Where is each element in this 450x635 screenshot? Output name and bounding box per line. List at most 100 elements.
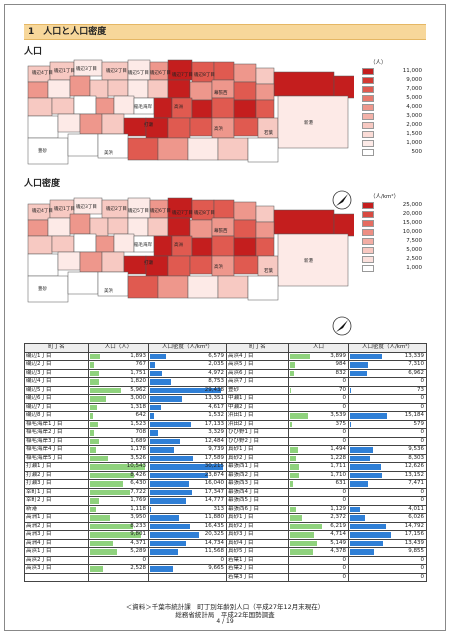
density-value: 30,215	[148, 462, 227, 472]
density-value: 0	[348, 564, 427, 574]
town-name: 高浜6丁目	[226, 368, 289, 378]
population-bar	[290, 549, 313, 555]
map-district	[127, 275, 159, 299]
population-value: 1,178	[88, 445, 149, 455]
value-text: 3,950	[130, 514, 146, 520]
town-name: 幕張西3丁目	[226, 479, 289, 489]
table-row: 幸町2丁目 1,769 14,777 幕張西5丁目 0 0	[24, 496, 427, 506]
density-value: 4,617	[148, 402, 227, 412]
population-bar	[290, 447, 298, 453]
value-text: 15,184	[404, 412, 424, 418]
value-text: 13,439	[404, 539, 424, 546]
density-bar	[150, 387, 222, 393]
map-district	[101, 113, 125, 135]
population-value: 1,710	[288, 470, 349, 480]
map-district	[79, 251, 103, 273]
density-value: 4,972	[148, 368, 227, 378]
map-district	[57, 251, 81, 271]
map-label: 磯辺2丁目	[106, 67, 127, 74]
map-label: 磯辺4丁目	[32, 69, 53, 76]
map-district	[233, 255, 259, 275]
density-value: 11,568	[148, 547, 227, 557]
map-district	[69, 75, 91, 97]
legend-label: 11,000	[402, 68, 422, 74]
map-district	[191, 199, 215, 221]
map-district	[67, 133, 99, 157]
value-text: 0	[420, 488, 425, 495]
density-value: 11,880	[148, 513, 227, 523]
population-bar	[90, 489, 130, 495]
population-value: 1,523	[88, 419, 149, 429]
legend-entry: 5,000	[362, 247, 422, 254]
value-text: 0	[420, 437, 425, 444]
density-value: 16,040	[148, 479, 227, 489]
value-text: 4,714	[330, 531, 346, 537]
population-bar	[290, 506, 296, 512]
map-district	[157, 275, 189, 299]
legend-entry: 1,000	[362, 265, 422, 272]
town-name: 磯辺3丁目	[24, 368, 89, 378]
map-label: 磯辺8丁目	[194, 71, 215, 78]
town-name: 高洲3丁目	[24, 530, 89, 540]
map-district	[51, 235, 75, 253]
map-district	[27, 253, 59, 277]
population-value: 3,539	[288, 411, 349, 421]
population-bar	[90, 515, 111, 521]
legend-label: 2,500	[406, 256, 422, 262]
map-district	[233, 81, 257, 101]
value-text: 6,430	[130, 480, 146, 486]
density-value: 9,536	[348, 445, 427, 455]
map-district	[255, 205, 275, 223]
town-name: 若葉2丁目	[226, 564, 289, 574]
population-value: 4,378	[288, 547, 349, 557]
population-bar	[90, 532, 141, 538]
value-text: 0	[342, 437, 347, 444]
density-value: 12,484	[148, 436, 227, 446]
population-value: 1,769	[88, 496, 149, 506]
map-district	[153, 235, 173, 257]
value-text: 8,753	[208, 378, 224, 384]
value-text: 0	[420, 429, 425, 435]
density-value: 0	[348, 394, 427, 404]
density-bar	[350, 549, 374, 555]
value-text: 708	[135, 429, 147, 435]
density-bar	[350, 540, 383, 546]
legend-swatch	[362, 229, 374, 236]
density-value: 6,026	[348, 513, 427, 523]
legend-unit: （人）	[370, 60, 387, 66]
value-text: 9,801	[130, 531, 146, 537]
population-bar	[90, 421, 98, 427]
map-district	[255, 221, 275, 239]
population-value: 3,000	[88, 394, 149, 404]
density-value: 7,471	[348, 479, 427, 489]
legend-entry: 500	[362, 149, 422, 156]
legend-label: 1,000	[406, 265, 422, 271]
density-bar	[150, 353, 166, 359]
town-name: 稲毛海岸3丁目	[24, 436, 89, 446]
header-town: 町丁名	[226, 343, 289, 353]
population-value: 1,118	[88, 504, 149, 514]
table-row: 磯辺2丁目 767 2,035 高浜5丁目 984 7,310	[24, 360, 427, 370]
map-district	[233, 219, 257, 239]
density-value: 0	[348, 436, 427, 446]
legend-swatch	[362, 113, 374, 120]
legend-label: 1,500	[406, 131, 422, 137]
map-district	[97, 271, 129, 297]
value-text: 0	[342, 556, 347, 563]
map-label: 磯辺5丁目	[128, 207, 149, 214]
value-text: 1,751	[130, 369, 146, 376]
town-name: 幕張西1丁目	[226, 462, 289, 472]
map-density-title: 人口密度	[24, 179, 61, 189]
map-label: 磯辺7丁目	[172, 209, 193, 216]
density-bar	[150, 430, 159, 436]
page-frame	[4, 4, 446, 631]
map-district	[27, 275, 69, 303]
population-value: 375	[288, 419, 349, 429]
map-district	[247, 137, 279, 163]
value-text: 9,536	[408, 446, 424, 452]
value-text: 0	[342, 488, 347, 495]
town-name: 高浜4丁目	[226, 351, 289, 361]
value-text: 1,820	[130, 378, 146, 384]
density-legend: （人/km²） 25,000 20,000 15,000 10,000 7,500 5,0…	[362, 192, 422, 292]
legend-swatch	[362, 122, 374, 129]
